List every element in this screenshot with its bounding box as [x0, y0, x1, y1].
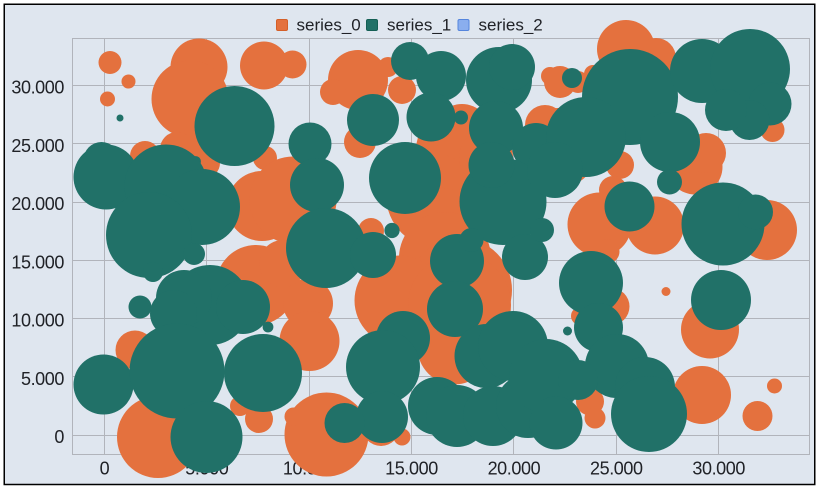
svg-text:series_2: series_2 — [479, 16, 543, 35]
svg-text:30.000: 30.000 — [11, 78, 64, 98]
svg-text:20.000: 20.000 — [11, 194, 64, 214]
svg-text:0: 0 — [54, 427, 64, 447]
svg-text:series_0: series_0 — [297, 16, 361, 35]
svg-text:30.000: 30.000 — [692, 459, 745, 479]
svg-text:15.000: 15.000 — [385, 459, 438, 479]
svg-text:25.000: 25.000 — [11, 136, 64, 156]
svg-text:series_1: series_1 — [387, 16, 451, 35]
svg-text:15.000: 15.000 — [11, 252, 64, 272]
svg-text:0: 0 — [100, 459, 110, 479]
svg-text:20.000: 20.000 — [488, 459, 541, 479]
svg-text:25.000: 25.000 — [590, 459, 643, 479]
svg-text:5.000: 5.000 — [21, 369, 64, 389]
svg-text:10.000: 10.000 — [11, 311, 64, 331]
